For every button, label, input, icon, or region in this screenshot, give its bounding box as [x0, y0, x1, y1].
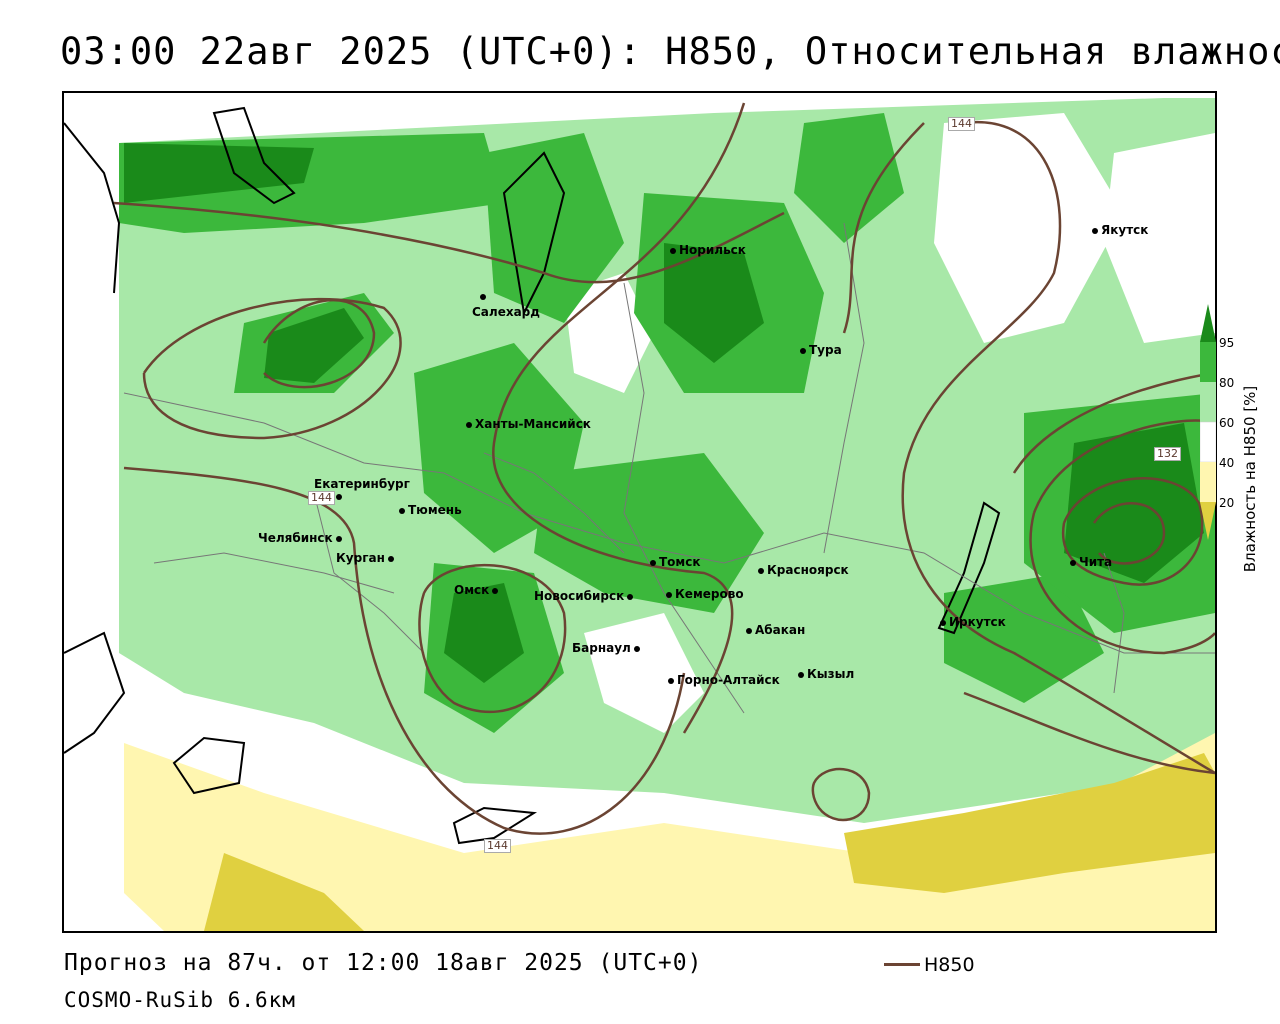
city-marker — [336, 489, 345, 503]
city-label: Томск — [659, 555, 701, 569]
forecast-info: Прогноз на 87ч. от 12:00 18авг 2025 (UTC… — [64, 950, 703, 976]
city-label: Кызыл — [807, 667, 855, 681]
map-title: 03:00 22авг 2025 (UTC+0): H850, Относите… — [60, 30, 1280, 73]
humidity-colorbar — [1200, 304, 1216, 540]
city-label: Тюмень — [408, 503, 462, 517]
city-label: Екатеринбург — [314, 477, 410, 491]
city-marker: Ханты-Мансийск — [466, 417, 591, 431]
city-marker: Кызыл — [798, 667, 854, 681]
city-label: Красноярск — [767, 563, 849, 577]
city-marker — [480, 289, 489, 303]
city-label: Барнаул — [572, 641, 631, 655]
city-label: Курган — [336, 551, 385, 565]
city-marker-label: Салехард — [472, 305, 540, 319]
contour-label: 144 — [484, 839, 511, 853]
city-label: Челябинск — [258, 531, 333, 545]
city-marker: Чита — [1070, 555, 1112, 569]
city-marker: Челябинск — [258, 531, 345, 545]
city-marker: Норильск — [670, 243, 746, 257]
city-marker: Тюмень — [399, 503, 462, 517]
city-dot-icon — [1092, 227, 1098, 234]
city-label: Тура — [809, 343, 842, 357]
city-label: Салехард — [472, 305, 540, 319]
city-marker: Томск — [650, 555, 701, 569]
city-dot-icon — [668, 677, 674, 684]
city-label: Норильск — [679, 243, 746, 257]
humidity-field — [64, 93, 1215, 931]
colorbar-tick: 60 — [1219, 416, 1235, 430]
city-label: Новосибирск — [534, 589, 625, 603]
city-label: Абакан — [755, 623, 806, 637]
city-dot-icon — [335, 535, 342, 542]
forecast-map: 144 144 144 132 Якутск Норильск Салехард… — [62, 91, 1217, 933]
city-label: Горно-Алтайск — [677, 673, 780, 687]
contour-label: 144 — [308, 491, 335, 505]
city-dot-icon — [399, 507, 405, 514]
city-marker: Якутск — [1092, 223, 1148, 237]
city-marker: Иркутск — [940, 615, 1006, 629]
colorbar-tick: 95 — [1219, 336, 1235, 350]
city-dot-icon — [480, 293, 486, 300]
city-dot-icon — [940, 619, 946, 626]
city-dot-icon — [666, 591, 672, 598]
city-dot-icon — [336, 493, 342, 500]
city-marker-label: Екатеринбург — [314, 477, 410, 491]
contour-label: 132 — [1154, 447, 1181, 461]
city-marker: Курган — [336, 551, 397, 565]
city-dot-icon — [387, 555, 394, 562]
city-dot-icon — [670, 247, 676, 254]
city-dot-icon — [627, 593, 634, 600]
city-marker: Горно-Алтайск — [668, 673, 780, 687]
city-dot-icon — [798, 671, 804, 678]
city-dot-icon — [746, 627, 752, 634]
city-marker: Новосибирск — [534, 589, 636, 603]
city-dot-icon — [758, 567, 764, 574]
colorbar-tick: 40 — [1219, 456, 1235, 470]
city-label: Омск — [454, 583, 490, 597]
city-dot-icon — [800, 347, 806, 354]
city-dot-icon — [466, 421, 472, 428]
city-dot-icon — [492, 587, 499, 594]
city-dot-icon — [1070, 559, 1076, 566]
city-label: Кемерово — [675, 587, 744, 601]
city-marker: Омск — [454, 583, 501, 597]
city-marker: Абакан — [746, 623, 805, 637]
city-marker: Барнаул — [572, 641, 643, 655]
legend-label: H850 — [924, 954, 975, 976]
city-label: Чита — [1079, 555, 1113, 569]
colorbar-tick: 80 — [1219, 376, 1235, 390]
h850-legend-line-icon — [884, 963, 920, 966]
city-dot-icon — [650, 559, 656, 566]
city-label: Иркутск — [949, 615, 1006, 629]
city-marker: Кемерово — [666, 587, 744, 601]
colorbar-tick: 20 — [1219, 496, 1235, 510]
city-dot-icon — [633, 645, 640, 652]
model-name: COSMO-RuSib 6.6км — [64, 988, 296, 1012]
city-label: Якутск — [1101, 223, 1149, 237]
contour-label: 144 — [948, 117, 975, 131]
city-marker: Тура — [800, 343, 842, 357]
colorbar-title: Влажность на H850 [%] — [1241, 385, 1259, 573]
city-label: Ханты-Мансийск — [475, 417, 591, 431]
city-marker: Красноярск — [758, 563, 849, 577]
